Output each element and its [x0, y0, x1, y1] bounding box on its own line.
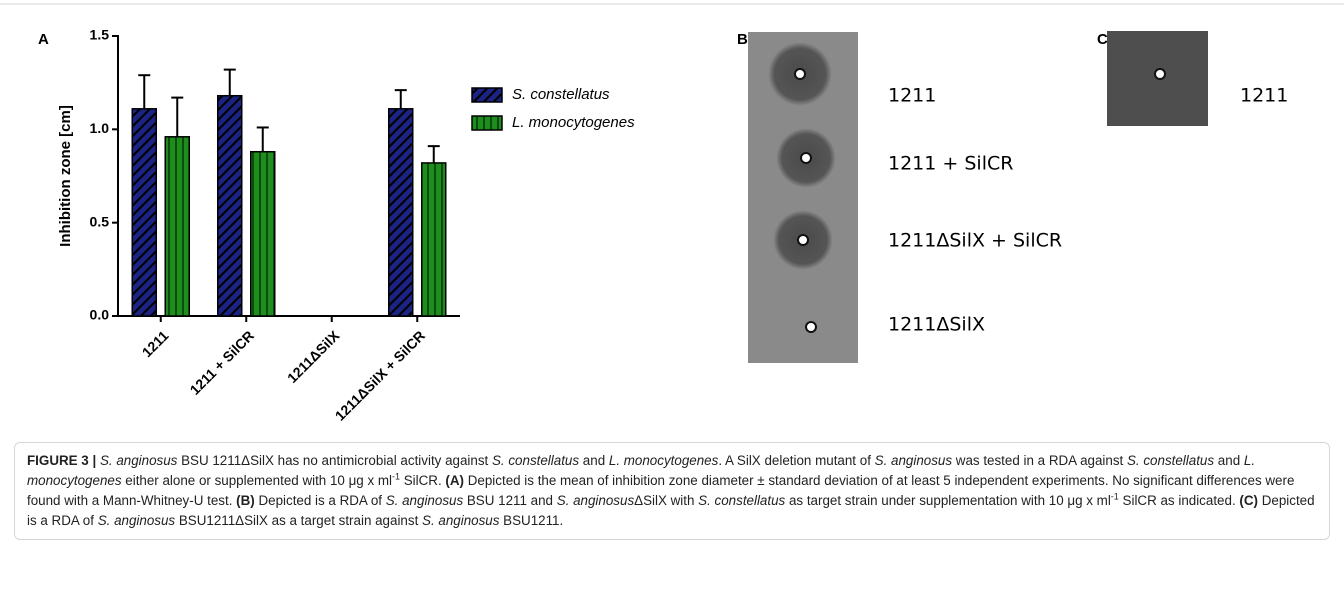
figure-caption: FIGURE 3 | S. anginosus BSU 1211ΔSilX ha… [14, 442, 1330, 540]
well [805, 321, 817, 333]
caption-text: S. anginosus [874, 453, 953, 468]
caption-text: BSU1211ΔSilX as a target strain against [175, 513, 423, 528]
x-tick-label: 1211 + SilCR [187, 327, 257, 397]
legend-label: S. constellatus [512, 86, 610, 103]
legend-label: L. monocytogenes [512, 114, 635, 131]
legend-swatch [471, 87, 503, 103]
bar [131, 108, 157, 317]
caption-text: S. constellatus [698, 493, 786, 508]
caption-text: Depicted is a RDA of [254, 493, 386, 508]
y-tick-label: 0.5 [90, 213, 110, 229]
figure: A Inhibition zone [cm] B 1211 1211 + Sil… [0, 3, 1344, 424]
caption-text: and [579, 453, 609, 468]
bar [164, 136, 190, 317]
lane-label: 1211 [1240, 85, 1288, 107]
caption-text: was tested in a RDA against [952, 453, 1127, 468]
bar [421, 162, 447, 317]
panel-label: B [737, 31, 748, 48]
panel-label: A [38, 31, 49, 48]
caption-text: S. constellatus [1126, 453, 1215, 468]
caption-text: S. anginosus [385, 493, 464, 508]
lane-label: 1211ΔSilX [888, 314, 985, 336]
bar [217, 94, 243, 317]
caption-text: -1 [392, 471, 401, 482]
caption-text: and [1214, 453, 1244, 468]
well [800, 152, 812, 164]
caption-text: S. constellatus [491, 453, 580, 468]
well [1154, 68, 1166, 80]
y-tick-label: 0.0 [90, 307, 110, 323]
caption-text: S. anginosus [97, 513, 176, 528]
x-tick-label: 1211ΔSilX + SilCR [332, 327, 428, 423]
well [797, 234, 809, 246]
caption-text: S. anginosus [99, 453, 178, 468]
caption-text: BSU 1211ΔSilX has no antimicrobial activ… [177, 453, 492, 468]
x-tick-label: 1211ΔSilX [284, 327, 343, 386]
caption-text: FIGURE 3 | [27, 453, 100, 468]
lane-label: 1211 [888, 85, 936, 107]
caption-text: as target strain under supplementation w… [785, 493, 1111, 508]
x-tick-label: 1211 [139, 327, 172, 360]
caption-text: S. anginosus [422, 513, 500, 528]
bar [250, 150, 276, 317]
caption-text: S. anginosus [556, 493, 635, 508]
caption-text: L. monocytogenes [608, 453, 719, 468]
bar [388, 108, 414, 317]
caption-text: ΔSilX with [634, 493, 699, 508]
caption-text: (C) [1239, 493, 1258, 508]
caption-text: (B) [236, 493, 255, 508]
caption-text: Depicted is the mean of inhibition zone … [27, 473, 1295, 508]
caption-text: L. monocytogenes [27, 453, 1256, 488]
caption-text: SilCR as indicated. [1118, 493, 1240, 508]
caption-text: either alone or supplemented with 10 μg … [121, 473, 393, 488]
y-tick-label: 1.5 [90, 27, 110, 43]
panel-label: C [1097, 31, 1108, 48]
y-axis-label: Inhibition zone [cm] [57, 105, 74, 247]
well [794, 68, 806, 80]
caption-text: . A SilX deletion mutant of [718, 453, 875, 468]
caption-text: BSU1211. [499, 513, 564, 528]
caption-text: -1 [1110, 491, 1119, 502]
caption-text: SilCR. [400, 473, 446, 488]
lane-label: 1211ΔSilX + SilCR [888, 230, 1062, 252]
caption-text: Depicted is a RDA of [27, 493, 1315, 528]
lane-label: 1211 + SilCR [888, 153, 1013, 175]
caption-text: BSU 1211 and [463, 493, 557, 508]
caption-text: (A) [445, 473, 465, 488]
legend-swatch [471, 115, 503, 131]
y-tick-label: 1.0 [90, 120, 110, 136]
